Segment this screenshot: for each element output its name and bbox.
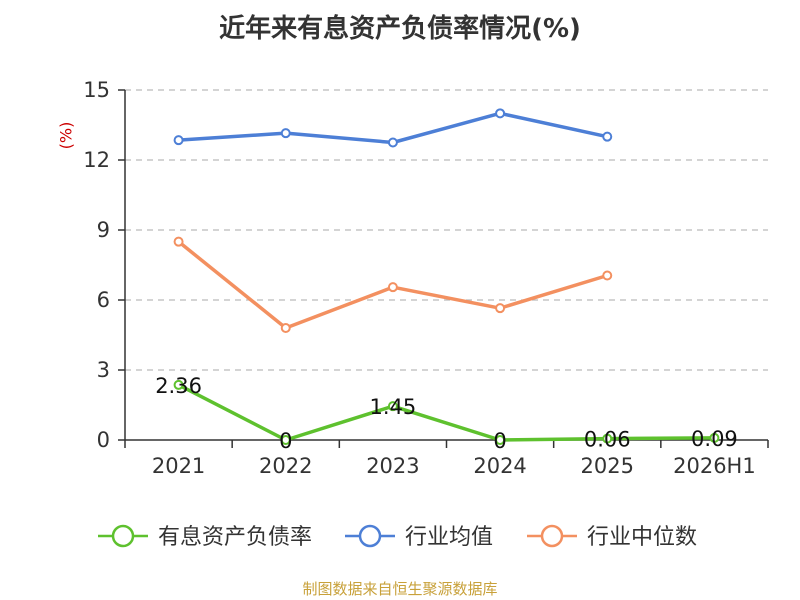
y-tick-label: 0 (97, 428, 110, 452)
legend-marker (540, 524, 564, 548)
data-point (173, 379, 184, 390)
x-tick-label: 2021 (152, 454, 205, 478)
data-point (602, 270, 613, 281)
x-tick-label: 2023 (366, 454, 419, 478)
data-point (495, 303, 506, 314)
data-point (173, 135, 184, 146)
series-line (177, 383, 715, 442)
data-point (602, 131, 613, 142)
data-point (495, 435, 506, 445)
data-label: 2.36 (155, 374, 202, 398)
y-tick-label: 3 (97, 358, 110, 382)
x-tick-label: 2024 (473, 454, 526, 478)
chart-title: 近年来有息资产负债率情况(%) (219, 14, 581, 44)
data-point (280, 323, 291, 333)
data-point (280, 435, 291, 445)
x-tick-label: 2026H1 (673, 454, 756, 478)
data-label: 0.06 (584, 428, 631, 452)
data-label: 1.45 (370, 395, 417, 419)
data-point (602, 433, 613, 444)
y-tick-label: 6 (97, 288, 110, 312)
data-label: 0.09 (691, 427, 738, 451)
legend-marker (358, 524, 382, 548)
data-point (495, 108, 506, 119)
data-point (387, 282, 398, 293)
y-tick-label: 15 (83, 78, 110, 102)
data-label: 0 (493, 429, 506, 453)
x-tick-label: 2025 (581, 454, 634, 478)
data-label: 0 (279, 429, 292, 453)
legend-marker (111, 524, 135, 548)
data-point (387, 137, 398, 148)
data-point (387, 401, 398, 412)
data-point (173, 236, 184, 247)
source-note: 制图数据来自恒生聚源数据库 (302, 580, 498, 598)
data-point (280, 128, 291, 139)
y-tick-label: 9 (97, 218, 110, 242)
legend-label: 行业中位数 (587, 525, 697, 550)
legend-label: 行业均值 (405, 525, 493, 550)
y-tick-label: 12 (83, 148, 110, 172)
data-point (709, 432, 720, 443)
legend-label: 有息资产负债率 (158, 525, 312, 550)
x-tick-label: 2022 (259, 454, 312, 478)
